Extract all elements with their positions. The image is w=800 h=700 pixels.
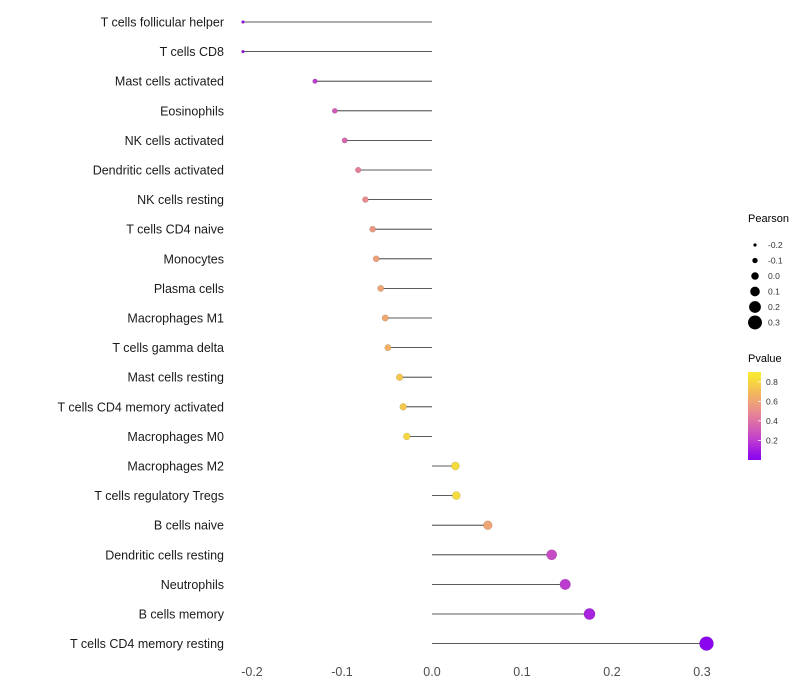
dot [355, 166, 362, 174]
dot [483, 520, 493, 530]
dot [384, 344, 392, 352]
dot [362, 196, 369, 203]
legend-size-dot [752, 257, 758, 264]
x-tick-label: 0.0 [423, 665, 440, 679]
dot [399, 403, 407, 411]
dot [451, 461, 460, 471]
dot [332, 108, 338, 114]
legend-pearson-title: Pearson [748, 213, 789, 225]
x-tick-label: 0.1 [513, 665, 530, 679]
dot [341, 137, 348, 144]
dot [403, 432, 411, 441]
legend-pvalue-title: Pvalue [748, 353, 782, 365]
legend-pvalue-label: 0.4 [766, 416, 778, 426]
dot [699, 636, 714, 651]
dot [559, 578, 571, 590]
category-label: Eosinophils [160, 104, 224, 118]
category-label: B cells memory [139, 608, 225, 622]
legend-pvalue-label: 0.2 [766, 435, 778, 445]
category-label: NK cells resting [137, 193, 224, 207]
category-label: Macrophages M1 [127, 312, 224, 326]
x-tick-label: 0.2 [603, 665, 620, 679]
dot [241, 20, 245, 24]
dot [452, 491, 461, 500]
category-label: T cells CD4 memory activated [58, 400, 225, 414]
dot [546, 549, 558, 561]
legend-size-label: -0.1 [768, 256, 783, 266]
category-label: B cells naive [154, 519, 224, 533]
dot [377, 285, 385, 292]
category-label: Monocytes [164, 252, 224, 266]
category-label: Macrophages M0 [127, 430, 224, 444]
legend-size-dot [751, 272, 759, 280]
legend-pearson-size: Pearson -0.2 -0.1 0.0 0.1 0.2 0.3 [748, 213, 789, 330]
dot [583, 608, 596, 620]
legend-size-dot [750, 286, 760, 297]
legend-size-label: 0.0 [768, 271, 780, 281]
category-label: Mast cells activated [115, 75, 224, 89]
legend-size-dot [749, 301, 761, 313]
x-tick-label: -0.2 [241, 665, 263, 679]
category-label: NK cells activated [125, 134, 224, 148]
category-label: Dendritic cells resting [105, 548, 224, 562]
x-tick-label: 0.3 [693, 665, 710, 679]
dot [312, 78, 318, 84]
legend-pvalue-label: 0.6 [766, 396, 778, 406]
legend-size-dot [748, 315, 762, 330]
dot [372, 255, 380, 263]
category-label: T cells CD8 [160, 45, 224, 59]
category-label: Mast cells resting [127, 371, 224, 385]
chart-rows: T cells follicular helper T cells CD8 Mast… [58, 16, 714, 651]
x-tick-label: -0.1 [331, 665, 353, 679]
dot [396, 373, 404, 381]
legend-size-label: -0.2 [768, 240, 783, 250]
category-label: Neutrophils [161, 578, 224, 592]
legend-gradient-bar [748, 372, 761, 460]
category-label: T cells CD4 naive [126, 223, 224, 237]
category-label: T cells CD4 memory resting [70, 637, 224, 651]
legend-size-dot [753, 243, 757, 247]
category-label: Macrophages M2 [127, 460, 224, 474]
category-label: Plasma cells [154, 282, 224, 296]
legend-size-label: 0.1 [768, 287, 780, 297]
legend-size-label: 0.3 [768, 318, 780, 328]
category-label: Dendritic cells activated [93, 164, 224, 178]
category-label: T cells regulatory Tregs [94, 489, 224, 503]
dot [369, 225, 376, 233]
legend-size-label: 0.2 [768, 302, 780, 312]
dot [381, 314, 389, 322]
category-label: T cells follicular helper [101, 16, 224, 30]
legend-pvalue-color: Pvalue 0.8 0.6 0.4 0.2 [748, 353, 782, 460]
x-axis: -0.2 -0.1 0.0 0.1 0.2 0.3 [241, 665, 711, 679]
category-label: T cells gamma delta [112, 341, 224, 355]
legend-pvalue-label: 0.8 [766, 377, 778, 387]
dot [241, 49, 245, 54]
